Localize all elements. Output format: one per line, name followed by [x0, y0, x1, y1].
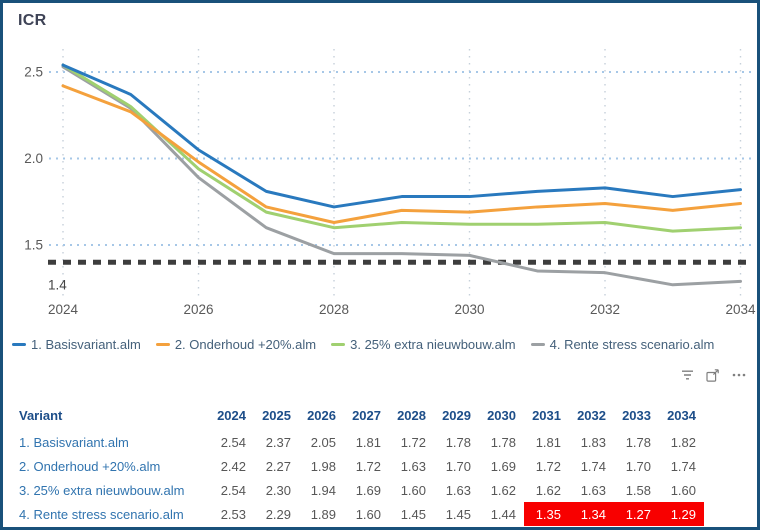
legend-item-1[interactable]: 1. Basisvariant.alm [12, 337, 141, 352]
legend-label: 3. 25% extra nieuwbouw.alm [350, 337, 516, 352]
focus-mode-icon[interactable] [705, 367, 721, 383]
more-options-icon[interactable] [731, 367, 747, 383]
table-cell-highlighted: 1.27 [614, 502, 659, 526]
table-cell: 1.60 [355, 506, 381, 522]
table-row-label: 2. Onderhoud +20%.alm [19, 458, 161, 474]
table-cell: 1.63 [400, 458, 426, 474]
table-cell: 2.53 [220, 506, 246, 522]
table-header-variant: Variant [19, 407, 63, 423]
visual-toolbar [679, 367, 747, 383]
table-cell: 1.63 [580, 482, 606, 498]
table-header-year: 2031 [532, 407, 561, 423]
legend-item-3[interactable]: 3. 25% extra nieuwbouw.alm [331, 337, 516, 352]
legend-swatch-icon [12, 343, 26, 346]
x-axis-tick-label: 2034 [725, 302, 756, 317]
table-cell: 1.60 [670, 482, 696, 498]
table-row-label: 4. Rente stress scenario.alm [19, 506, 184, 522]
table-cell: 1.62 [535, 482, 561, 498]
table-header-year: 2026 [307, 407, 336, 423]
table-cell: 1.81 [535, 434, 561, 450]
table-header-year: 2025 [262, 407, 291, 423]
table-cell: 1.74 [670, 458, 696, 474]
table-cell: 2.42 [220, 458, 246, 474]
table-cell: 1.78 [490, 434, 516, 450]
table-header-year: 2033 [622, 407, 651, 423]
table-cell: 1.45 [400, 506, 426, 522]
filter-icon[interactable] [679, 367, 695, 383]
table-cell: 1.62 [490, 482, 516, 498]
table-cell: 1.78 [445, 434, 471, 450]
table-cell: 1.60 [400, 482, 426, 498]
table-cell: 1.98 [310, 458, 336, 474]
table-cell-highlighted: 1.29 [659, 502, 704, 526]
table-cell: 2.27 [265, 458, 291, 474]
table-cell: 1.44 [490, 506, 516, 522]
table-header-year: 2027 [352, 407, 381, 423]
table-cell: 1.89 [310, 506, 336, 522]
table-cell: 2.37 [265, 434, 291, 450]
icr-line-chart: 2024 2026 2028 2030 2032 2034 2.5 2.0 1.5 1.4 [24, 49, 756, 317]
table-cell: 1.72 [400, 434, 426, 450]
table-header-year: 2028 [397, 407, 426, 423]
x-axis-tick-label: 2024 [48, 302, 79, 317]
table-cell: 1.72 [355, 458, 381, 474]
table-cell: 2.30 [265, 482, 291, 498]
chart-legend: 1. Basisvariant.alm 2. Onderhoud +20%.alm… [12, 337, 714, 352]
table-cell: 1.63 [445, 482, 471, 498]
chart-title: ICR [18, 12, 47, 29]
table-cell-highlighted: 1.34 [569, 502, 614, 526]
table-cell-highlighted: 1.35 [524, 502, 569, 526]
x-axis-tick-label: 2028 [319, 302, 349, 317]
y-axis-tick-label: 2.0 [24, 151, 43, 166]
table-header-year: 2030 [487, 407, 516, 423]
table-cell: 1.69 [490, 458, 516, 474]
table-row-label: 1. Basisvariant.alm [19, 434, 129, 450]
series-line-1[interactable] [61, 63, 742, 209]
table-header-year: 2024 [217, 407, 246, 423]
table-cell: 1.78 [625, 434, 651, 450]
table-cell: 1.70 [445, 458, 471, 474]
table-cell: 1.94 [310, 482, 336, 498]
table-cell: 2.29 [265, 506, 291, 522]
legend-item-2[interactable]: 2. Onderhoud +20%.alm [155, 337, 317, 352]
table-cell: 1.45 [445, 506, 471, 522]
legend-swatch-icon [530, 343, 545, 346]
table-cell: 1.58 [625, 482, 651, 498]
x-axis-tick-label: 2026 [183, 302, 213, 317]
x-axis-tick-label: 2032 [590, 302, 620, 317]
legend-swatch-icon [331, 343, 346, 346]
legend-item-4[interactable]: 4. Rente stress scenario.alm [530, 337, 715, 352]
reference-line-label: 1.4 [48, 277, 67, 292]
table-header-year: 2029 [442, 407, 471, 423]
legend-label: 1. Basisvariant.alm [31, 337, 141, 352]
table-row-label: 3. 25% extra nieuwbouw.alm [19, 482, 185, 498]
variant-table: Variant 2024 2025 2026 2027 2028 2029 2030 2031 2… [19, 400, 704, 526]
table-cell: 1.72 [535, 458, 561, 474]
table-cell: 2.05 [310, 434, 336, 450]
table-cell: 1.69 [355, 482, 381, 498]
table-cell: 1.81 [355, 434, 381, 450]
table-cell: 1.74 [580, 458, 606, 474]
series-line-3[interactable] [61, 63, 742, 233]
legend-label: 4. Rente stress scenario.alm [549, 337, 715, 352]
y-axis-tick-label: 1.5 [24, 238, 43, 253]
series-line-2[interactable] [61, 84, 742, 225]
y-axis-tick-label: 2.5 [24, 65, 43, 80]
table-cell: 2.54 [220, 434, 246, 450]
table-header-year: 2034 [667, 407, 696, 423]
table-cell: 1.82 [670, 434, 696, 450]
x-axis-tick-label: 2030 [454, 302, 484, 317]
legend-swatch-icon [155, 343, 170, 346]
legend-label: 2. Onderhoud +20%.alm [174, 337, 317, 352]
table-header-year: 2032 [577, 407, 606, 423]
table-cell: 1.70 [625, 458, 651, 474]
table-cell: 1.83 [580, 434, 606, 450]
series-line-4[interactable] [61, 65, 742, 287]
table-cell: 2.54 [220, 482, 246, 498]
